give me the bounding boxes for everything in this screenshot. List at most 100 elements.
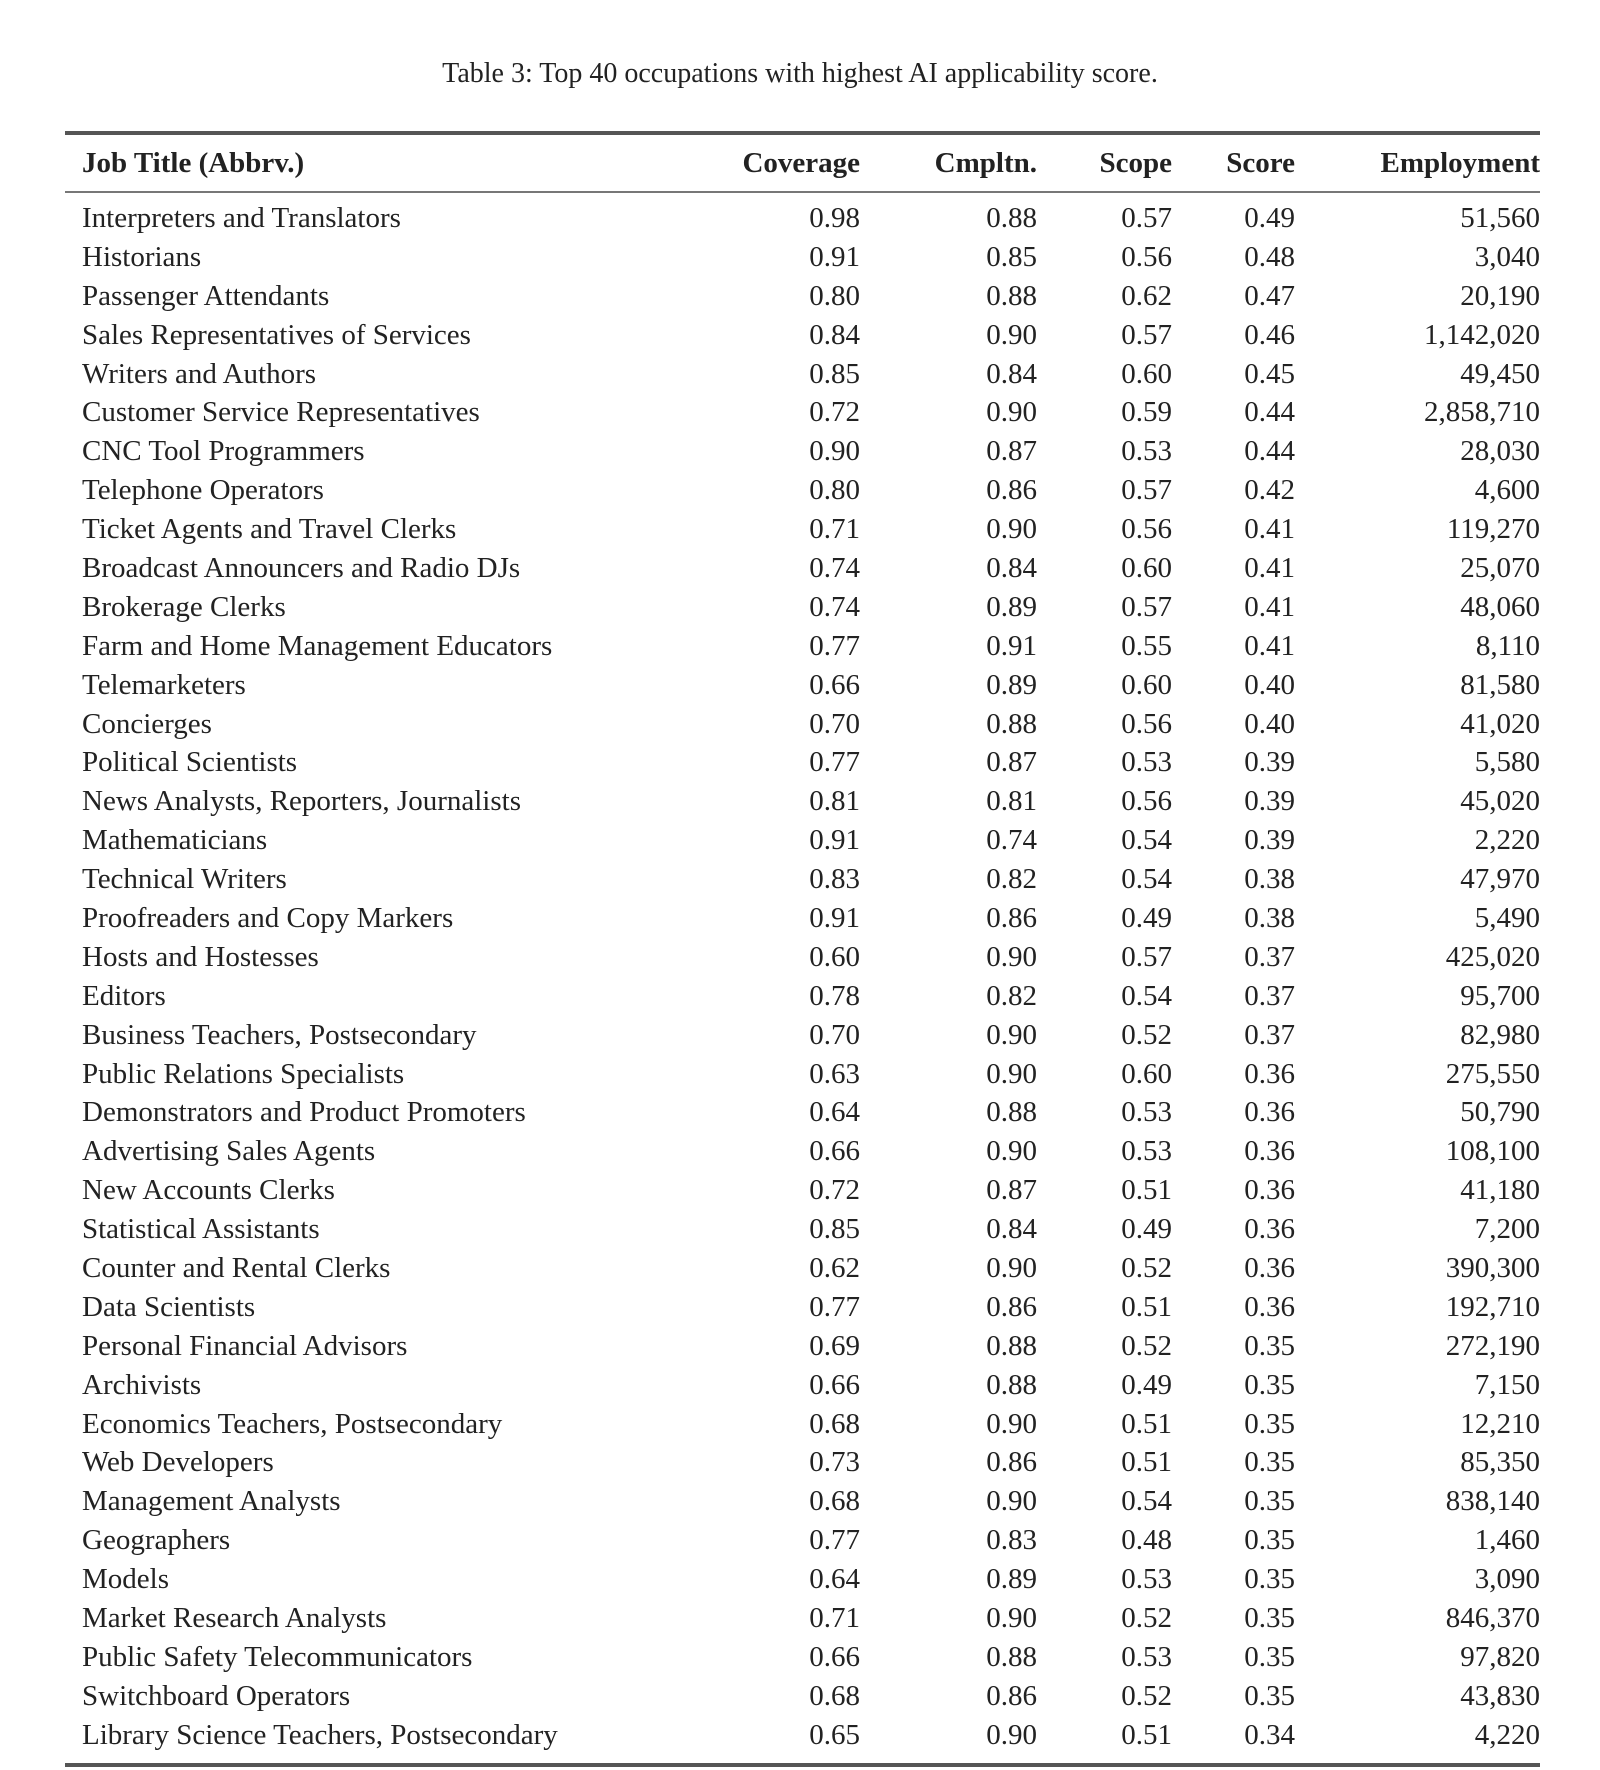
table-row: Ticket Agents and Travel Clerks 0.71 0.90 0… [65, 510, 1540, 549]
table-row: Market Research Analysts 0.71 0.90 0.52 0.35… [65, 1599, 1540, 1638]
cell-employment: 81,580 [1460, 668, 1540, 701]
cell-completion: 0.90 [986, 1407, 1037, 1440]
cell-coverage: 0.66 [809, 668, 860, 701]
cell-scope: 0.54 [1121, 824, 1172, 857]
cell-scope: 0.57 [1121, 201, 1172, 234]
table-row: Concierges 0.70 0.88 0.56 0.40 41,020 [65, 705, 1540, 744]
cell-scope: 0.52 [1121, 1329, 1172, 1362]
cell-scope: 0.48 [1121, 1524, 1172, 1557]
cell-employment: 85,350 [1460, 1446, 1540, 1479]
cell-scope: 0.60 [1121, 551, 1172, 584]
cell-employment: 4,220 [1474, 1718, 1540, 1751]
cell-coverage: 0.80 [809, 474, 860, 507]
cell-job-title: Library Science Teachers, Postsecondary [82, 1718, 558, 1751]
cell-completion: 0.86 [986, 901, 1037, 934]
cell-completion: 0.89 [986, 590, 1037, 623]
cell-job-title: Data Scientists [82, 1290, 256, 1323]
cell-coverage: 0.62 [809, 1251, 860, 1284]
table-row: Interpreters and Translators 0.98 0.88 0.57… [65, 199, 1540, 238]
header-job-title: Job Title (Abbrv.) [82, 146, 305, 179]
cell-completion: 0.83 [986, 1524, 1037, 1557]
cell-job-title: Political Scientists [82, 746, 298, 779]
cell-score: 0.48 [1244, 240, 1295, 273]
cell-coverage: 0.68 [809, 1407, 860, 1440]
cell-job-title: Historians [82, 240, 202, 273]
cell-score: 0.36 [1244, 1251, 1295, 1284]
top-rule [65, 131, 1540, 135]
cell-employment: 25,070 [1460, 551, 1540, 584]
occupations-table: Job Title (Abbrv.) Coverage Cmpltn. Scop… [65, 131, 1540, 1767]
cell-score: 0.36 [1244, 1290, 1295, 1323]
cell-coverage: 0.77 [809, 746, 860, 779]
cell-completion: 0.89 [986, 668, 1037, 701]
cell-scope: 0.51 [1121, 1718, 1172, 1751]
cell-employment: 8,110 [1475, 629, 1540, 662]
table-row: Public Relations Specialists 0.63 0.90 0.60… [65, 1055, 1540, 1094]
cell-completion: 0.82 [986, 863, 1037, 896]
cell-employment: 28,030 [1460, 435, 1540, 468]
cell-employment: 20,190 [1460, 279, 1540, 312]
cell-coverage: 0.63 [809, 1057, 860, 1090]
cell-score: 0.38 [1244, 863, 1295, 896]
cell-score: 0.36 [1244, 1174, 1295, 1207]
cell-coverage: 0.83 [809, 863, 860, 896]
cell-job-title: CNC Tool Programmers [82, 435, 365, 468]
cell-completion: 0.86 [986, 1679, 1037, 1712]
cell-scope: 0.55 [1121, 629, 1172, 662]
cell-score: 0.49 [1244, 201, 1295, 234]
cell-employment: 119,270 [1446, 513, 1540, 546]
cell-employment: 4,600 [1474, 474, 1540, 507]
cell-scope: 0.62 [1121, 279, 1172, 312]
cell-job-title: Interpreters and Translators [82, 201, 401, 234]
cell-scope: 0.56 [1121, 513, 1172, 546]
cell-scope: 0.60 [1121, 357, 1172, 390]
cell-scope: 0.52 [1121, 1251, 1172, 1284]
cell-scope: 0.54 [1121, 979, 1172, 1012]
cell-coverage: 0.65 [809, 1718, 860, 1751]
cell-coverage: 0.81 [809, 785, 860, 818]
cell-score: 0.44 [1244, 396, 1295, 429]
cell-job-title: Counter and Rental Clerks [82, 1251, 391, 1284]
cell-score: 0.35 [1244, 1640, 1295, 1673]
cell-completion: 0.90 [986, 1251, 1037, 1284]
table-row: CNC Tool Programmers 0.90 0.87 0.53 0.44 28,0… [65, 432, 1540, 471]
cell-score: 0.35 [1244, 1407, 1295, 1440]
table-row: Customer Service Representatives 0.72 0.90… [65, 393, 1540, 432]
cell-score: 0.41 [1244, 513, 1295, 546]
table-row: Hosts and Hostesses 0.60 0.90 0.57 0.37 425,0… [65, 938, 1540, 977]
cell-employment: 41,180 [1460, 1174, 1540, 1207]
table-body: Interpreters and Translators 0.98 0.88 0.57… [65, 193, 1540, 1763]
table-row: Technical Writers 0.83 0.82 0.54 0.38 47,970 [65, 860, 1540, 899]
cell-scope: 0.56 [1121, 785, 1172, 818]
cell-job-title: Web Developers [82, 1446, 274, 1479]
table-row: Broadcast Announcers and Radio DJs 0.74 0.… [65, 549, 1540, 588]
table-row: Statistical Assistants 0.85 0.84 0.49 0.36 7,… [65, 1210, 1540, 1249]
cell-job-title: Management Analysts [82, 1485, 341, 1518]
cell-employment: 82,980 [1460, 1018, 1540, 1051]
cell-job-title: Technical Writers [82, 863, 287, 896]
cell-coverage: 0.80 [809, 279, 860, 312]
cell-employment: 97,820 [1460, 1640, 1540, 1673]
cell-job-title: Mathematicians [82, 824, 268, 857]
cell-scope: 0.60 [1121, 668, 1172, 701]
cell-employment: 846,370 [1445, 1602, 1540, 1634]
cell-job-title: Business Teachers, Postsecondary [82, 1018, 477, 1051]
header-score: Score [1226, 146, 1295, 179]
cell-score: 0.39 [1244, 746, 1295, 779]
cell-scope: 0.59 [1121, 396, 1172, 429]
cell-completion: 0.84 [986, 551, 1037, 584]
cell-scope: 0.51 [1121, 1290, 1172, 1323]
cell-coverage: 0.91 [809, 824, 860, 857]
cell-scope: 0.54 [1121, 1485, 1172, 1518]
cell-score: 0.39 [1244, 785, 1295, 818]
cell-employment: 7,150 [1474, 1368, 1540, 1401]
table-row: Editors 0.78 0.82 0.54 0.37 95,700 [65, 977, 1540, 1016]
cell-scope: 0.56 [1121, 240, 1172, 273]
cell-employment: 48,060 [1460, 590, 1540, 623]
cell-completion: 0.91 [986, 629, 1037, 662]
cell-scope: 0.52 [1121, 1602, 1172, 1634]
cell-score: 0.41 [1244, 590, 1295, 623]
cell-scope: 0.49 [1121, 1368, 1172, 1401]
cell-completion: 0.82 [986, 979, 1037, 1012]
cell-completion: 0.90 [986, 1718, 1037, 1751]
